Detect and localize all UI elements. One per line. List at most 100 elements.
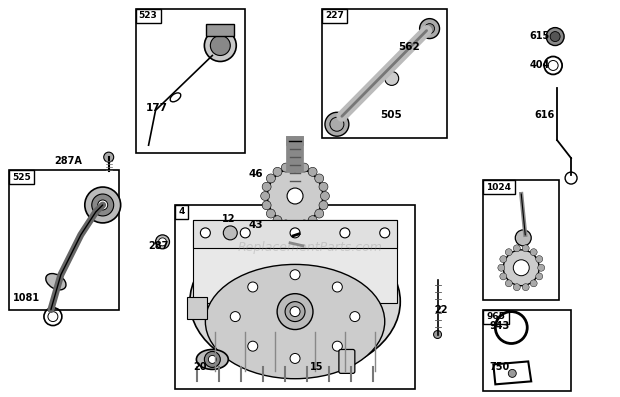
Circle shape xyxy=(500,256,507,262)
Circle shape xyxy=(536,256,542,262)
Circle shape xyxy=(290,306,300,316)
Circle shape xyxy=(513,260,529,276)
Text: 227: 227 xyxy=(325,11,344,20)
Bar xyxy=(175,205,415,389)
Circle shape xyxy=(319,182,328,191)
Text: 20: 20 xyxy=(193,362,207,372)
Circle shape xyxy=(275,228,295,248)
Circle shape xyxy=(350,312,360,322)
Text: 965: 965 xyxy=(486,312,505,321)
Circle shape xyxy=(425,23,435,34)
Circle shape xyxy=(508,369,516,378)
Bar xyxy=(9,170,118,310)
Circle shape xyxy=(513,284,520,291)
Bar xyxy=(136,9,246,153)
Circle shape xyxy=(380,228,390,238)
Text: 943: 943 xyxy=(489,320,510,331)
Circle shape xyxy=(262,182,271,191)
Text: 12: 12 xyxy=(223,214,236,224)
Text: 22: 22 xyxy=(435,304,448,314)
Text: 177: 177 xyxy=(146,103,167,113)
Circle shape xyxy=(230,312,240,322)
Circle shape xyxy=(290,228,300,238)
Circle shape xyxy=(530,280,537,287)
Circle shape xyxy=(205,351,220,367)
Circle shape xyxy=(308,168,317,176)
Ellipse shape xyxy=(46,274,66,290)
Circle shape xyxy=(319,201,328,210)
Circle shape xyxy=(498,264,505,271)
Text: 505: 505 xyxy=(380,110,402,120)
Ellipse shape xyxy=(190,228,401,376)
Circle shape xyxy=(332,341,342,351)
Circle shape xyxy=(536,273,542,280)
Bar xyxy=(322,9,446,138)
Circle shape xyxy=(385,71,399,85)
FancyBboxPatch shape xyxy=(339,349,355,374)
Circle shape xyxy=(505,280,512,287)
Circle shape xyxy=(420,19,440,39)
Circle shape xyxy=(260,191,270,200)
Circle shape xyxy=(308,216,317,225)
Bar xyxy=(187,297,207,318)
Text: 404: 404 xyxy=(529,60,549,70)
Circle shape xyxy=(522,284,529,291)
Circle shape xyxy=(223,226,237,240)
Text: 287: 287 xyxy=(149,241,169,251)
Circle shape xyxy=(550,32,560,42)
Text: 15: 15 xyxy=(310,362,324,372)
Circle shape xyxy=(321,191,329,200)
Circle shape xyxy=(267,174,275,183)
Circle shape xyxy=(291,222,299,230)
Ellipse shape xyxy=(205,264,385,379)
Circle shape xyxy=(315,174,324,183)
Circle shape xyxy=(273,216,282,225)
Text: 562: 562 xyxy=(397,42,420,52)
Circle shape xyxy=(340,228,350,238)
Circle shape xyxy=(315,209,324,218)
Bar xyxy=(322,9,347,23)
Circle shape xyxy=(291,162,299,171)
Circle shape xyxy=(433,331,441,339)
Circle shape xyxy=(98,200,108,210)
Circle shape xyxy=(280,233,290,243)
Circle shape xyxy=(505,249,512,256)
Bar xyxy=(484,310,571,391)
Circle shape xyxy=(240,228,250,238)
Ellipse shape xyxy=(197,349,228,369)
Bar xyxy=(175,205,188,219)
Text: ReplacementParts.com: ReplacementParts.com xyxy=(237,241,383,254)
Text: 750: 750 xyxy=(489,362,510,372)
Text: 616: 616 xyxy=(534,110,554,120)
Circle shape xyxy=(290,270,300,280)
Bar xyxy=(136,9,161,23)
Circle shape xyxy=(273,168,282,176)
Circle shape xyxy=(515,230,531,246)
Circle shape xyxy=(156,235,169,249)
Bar xyxy=(9,170,35,184)
Circle shape xyxy=(205,30,236,62)
Circle shape xyxy=(530,249,537,256)
Text: 4: 4 xyxy=(179,208,185,216)
Circle shape xyxy=(248,341,258,351)
Circle shape xyxy=(538,264,545,271)
Circle shape xyxy=(522,245,529,252)
Circle shape xyxy=(208,355,216,363)
Circle shape xyxy=(285,302,305,322)
Circle shape xyxy=(287,188,303,204)
Text: 523: 523 xyxy=(139,11,157,20)
Circle shape xyxy=(281,220,290,229)
Circle shape xyxy=(104,152,113,162)
Circle shape xyxy=(300,163,309,172)
Circle shape xyxy=(513,245,520,252)
Circle shape xyxy=(159,238,167,246)
Text: 287A: 287A xyxy=(54,156,82,166)
Bar xyxy=(206,23,234,36)
Circle shape xyxy=(267,168,323,224)
Circle shape xyxy=(546,28,564,46)
Bar xyxy=(484,180,515,194)
Bar xyxy=(484,310,509,324)
Bar xyxy=(193,220,397,303)
Circle shape xyxy=(267,209,275,218)
Circle shape xyxy=(281,163,290,172)
